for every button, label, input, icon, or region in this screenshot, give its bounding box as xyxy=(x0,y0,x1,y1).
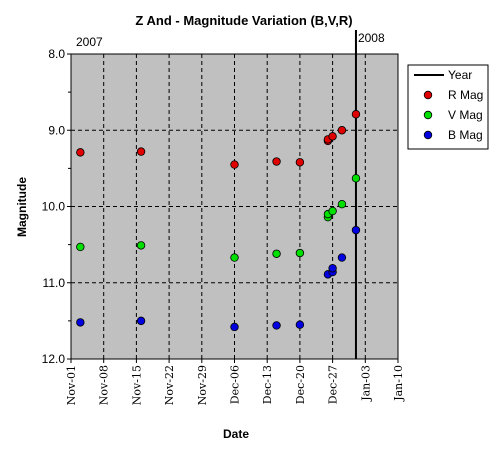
b-mag-point xyxy=(351,225,361,235)
v-mag-point xyxy=(351,174,361,183)
x-axis-title: Date xyxy=(223,427,249,441)
v-mag-point xyxy=(136,241,146,250)
y-tick-label: 8.0 xyxy=(48,47,65,61)
x-axis-ticks: Nov-01 Nov-08 Nov-15 Nov-22 Nov-29 Dec-06 Dec-… xyxy=(65,359,405,405)
r-mag-point xyxy=(295,158,305,167)
legend-swatch-r-mag xyxy=(423,90,433,100)
year-label-2008: 2008 xyxy=(358,31,385,45)
v-mag-point xyxy=(272,249,281,258)
v-mag-point xyxy=(337,200,347,209)
y-axis-ticks: 8.0 9.0 10.0 11.0 12.0 xyxy=(42,47,71,366)
legend-swatch-b-mag xyxy=(423,130,433,140)
v-mag-point xyxy=(230,253,239,262)
r-mag-point xyxy=(337,126,347,135)
x-tick-label: Nov-22 xyxy=(163,365,176,405)
r-mag-point xyxy=(136,147,146,156)
r-mag-point xyxy=(351,110,361,119)
v-mag-point xyxy=(295,248,305,258)
y-tick-label: 10.0 xyxy=(42,200,66,214)
legend: Year R Mag V Mag B Mag xyxy=(407,64,489,150)
b-mag-point xyxy=(337,253,347,262)
legend-label: R Mag xyxy=(448,88,483,102)
r-mag-point xyxy=(230,160,239,169)
legend-label: B Mag xyxy=(448,128,483,142)
chart-title: Z And - Magnitude Variation (B,V,R) xyxy=(135,13,352,28)
b-mag-point xyxy=(272,321,281,330)
x-tick-label: Dec-06 xyxy=(229,365,242,404)
legend-swatch-v-mag xyxy=(423,110,433,120)
x-tick-label: Jan-03 xyxy=(359,365,372,402)
legend-box xyxy=(407,64,489,150)
b-mag-point xyxy=(76,318,85,327)
y-tick-label: 12.0 xyxy=(42,352,66,366)
b-mag-point xyxy=(328,264,337,273)
year-label-2007: 2007 xyxy=(76,35,103,49)
b-mag-point xyxy=(136,316,146,326)
r-mag-point xyxy=(76,148,85,157)
x-tick-label: Jan-10 xyxy=(392,365,405,402)
r-mag-point xyxy=(328,132,337,141)
x-tick-label: Nov-01 xyxy=(65,365,78,405)
v-mag-point xyxy=(328,206,337,216)
x-tick-label: Dec-27 xyxy=(327,365,340,404)
x-tick-label: Nov-29 xyxy=(196,365,209,405)
b-mag-point xyxy=(295,320,305,329)
x-tick-label: Nov-15 xyxy=(130,365,143,405)
x-tick-label: Dec-20 xyxy=(294,365,307,404)
x-tick-label: Dec-13 xyxy=(261,365,274,404)
y-tick-label: 9.0 xyxy=(48,123,65,137)
b-mag-point xyxy=(230,322,239,332)
y-tick-label: 11.0 xyxy=(43,276,66,290)
data-points xyxy=(76,110,361,332)
r-mag-point xyxy=(272,157,281,166)
legend-label: Year xyxy=(448,68,472,82)
year-marker: 2007 2008 xyxy=(76,30,385,359)
y-axis-title: Magnitude xyxy=(15,177,29,237)
v-mag-point xyxy=(76,242,85,252)
x-tick-label: Nov-08 xyxy=(98,365,111,405)
legend-label: V Mag xyxy=(448,108,483,122)
